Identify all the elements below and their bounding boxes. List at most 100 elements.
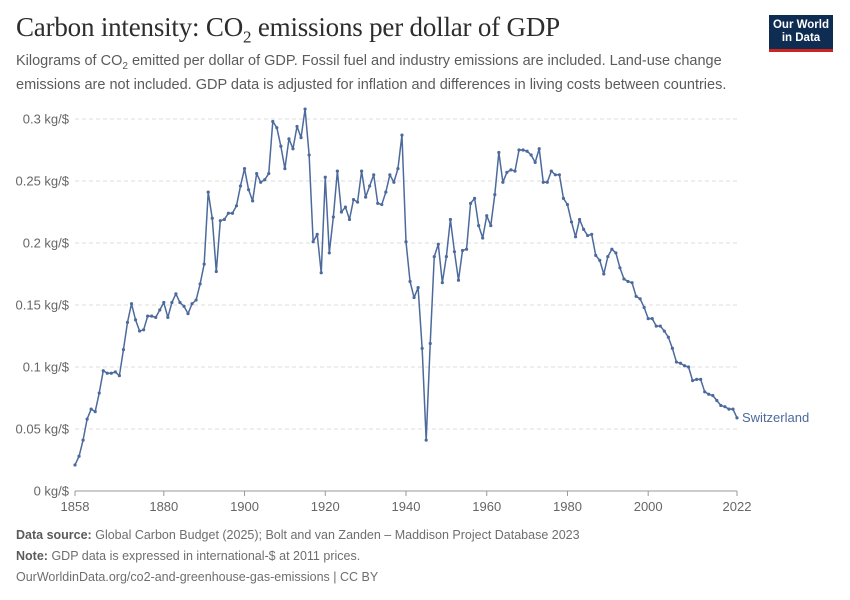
data-point[interactable] <box>493 193 497 197</box>
data-point[interactable] <box>456 278 461 282</box>
data-point[interactable] <box>424 438 428 442</box>
data-point[interactable] <box>715 398 719 403</box>
data-point[interactable] <box>533 160 537 164</box>
data-point[interactable] <box>263 178 267 182</box>
data-point[interactable] <box>561 196 566 200</box>
data-point[interactable] <box>259 180 263 184</box>
data-point[interactable] <box>509 168 513 172</box>
owid-logo[interactable]: Our World in Data <box>769 15 833 52</box>
data-point[interactable] <box>360 169 364 173</box>
data-point[interactable] <box>412 295 416 300</box>
data-point[interactable] <box>477 224 481 228</box>
data-point[interactable] <box>133 318 138 322</box>
data-point[interactable] <box>331 215 335 219</box>
data-point[interactable] <box>501 180 505 184</box>
data-point[interactable] <box>380 202 384 207</box>
data-point[interactable] <box>727 407 731 411</box>
data-point[interactable] <box>646 317 650 321</box>
data-point[interactable] <box>242 167 247 171</box>
data-point[interactable] <box>170 300 174 305</box>
data-point[interactable] <box>347 217 352 222</box>
data-point[interactable] <box>460 248 465 253</box>
data-point[interactable] <box>97 391 101 395</box>
data-point[interactable] <box>416 286 420 290</box>
data-point[interactable] <box>113 370 117 374</box>
data-point[interactable] <box>610 247 614 251</box>
data-point[interactable] <box>691 379 695 383</box>
data-point[interactable] <box>186 312 190 316</box>
data-point[interactable] <box>670 346 675 350</box>
data-point[interactable] <box>137 329 142 333</box>
data-point[interactable] <box>735 416 739 420</box>
data-point[interactable] <box>142 328 146 332</box>
data-point[interactable] <box>699 377 703 381</box>
data-point[interactable] <box>150 314 154 318</box>
data-point[interactable] <box>468 201 473 205</box>
data-point[interactable] <box>202 262 206 266</box>
data-point[interactable] <box>630 281 634 285</box>
data-point[interactable] <box>166 315 170 319</box>
data-point[interactable] <box>315 232 319 236</box>
data-point[interactable] <box>448 217 452 222</box>
data-point[interactable] <box>719 403 723 408</box>
data-point[interactable] <box>569 220 574 224</box>
data-point[interactable] <box>388 173 392 177</box>
data-point[interactable] <box>529 153 533 157</box>
data-point[interactable] <box>279 144 283 148</box>
data-point[interactable] <box>553 173 557 177</box>
data-point[interactable] <box>226 211 230 215</box>
data-point[interactable] <box>287 137 291 141</box>
data-point[interactable] <box>323 175 327 179</box>
data-point[interactable] <box>77 454 81 458</box>
source-url[interactable]: OurWorldinData.org/co2-and-greenhouse-ga… <box>16 570 379 584</box>
data-point[interactable] <box>198 282 202 286</box>
data-point[interactable] <box>190 302 194 306</box>
data-point[interactable] <box>654 324 658 328</box>
data-point[interactable] <box>598 258 602 262</box>
data-point[interactable] <box>622 277 626 281</box>
data-point[interactable] <box>327 251 331 255</box>
series-line[interactable] <box>74 108 738 466</box>
data-point[interactable] <box>545 180 549 184</box>
data-point[interactable] <box>590 232 594 236</box>
data-point[interactable] <box>594 253 598 257</box>
data-point[interactable] <box>703 390 707 394</box>
data-point[interactable] <box>404 240 408 244</box>
data-point[interactable] <box>444 255 448 259</box>
data-point[interactable] <box>577 217 582 222</box>
data-point[interactable] <box>210 216 214 220</box>
data-point[interactable] <box>368 184 372 188</box>
data-point[interactable] <box>146 314 150 318</box>
data-point[interactable] <box>695 377 699 381</box>
data-point[interactable] <box>602 272 606 276</box>
data-point[interactable] <box>376 201 380 205</box>
data-point[interactable] <box>497 150 501 155</box>
data-point[interactable] <box>666 335 670 339</box>
line-chart[interactable]: 0 kg/$ 0.05 kg/$ 0.1 kg/$ 0.15 kg/$ 0.2 kg/$… <box>0 100 850 520</box>
data-point[interactable] <box>355 200 360 204</box>
data-point[interactable] <box>711 393 715 398</box>
data-point[interactable] <box>662 329 666 333</box>
data-point[interactable] <box>473 196 477 200</box>
data-point[interactable] <box>731 407 735 411</box>
data-point[interactable] <box>436 242 440 246</box>
data-point[interactable] <box>541 180 545 184</box>
data-point[interactable] <box>638 297 642 301</box>
data-point[interactable] <box>481 236 485 240</box>
data-point[interactable] <box>178 300 182 305</box>
data-point[interactable] <box>246 188 251 192</box>
data-point[interactable] <box>505 170 509 174</box>
data-point[interactable] <box>343 205 348 209</box>
data-point[interactable] <box>674 360 679 364</box>
data-point[interactable] <box>384 190 388 194</box>
data-point[interactable] <box>400 133 404 137</box>
data-point[interactable] <box>206 190 210 194</box>
data-point[interactable] <box>396 167 400 171</box>
data-point[interactable] <box>234 204 239 208</box>
data-point[interactable] <box>678 361 683 365</box>
data-point[interactable] <box>573 235 578 239</box>
data-point[interactable] <box>339 210 344 214</box>
data-point[interactable] <box>251 199 255 203</box>
data-point[interactable] <box>452 250 457 254</box>
data-point[interactable] <box>319 271 323 275</box>
